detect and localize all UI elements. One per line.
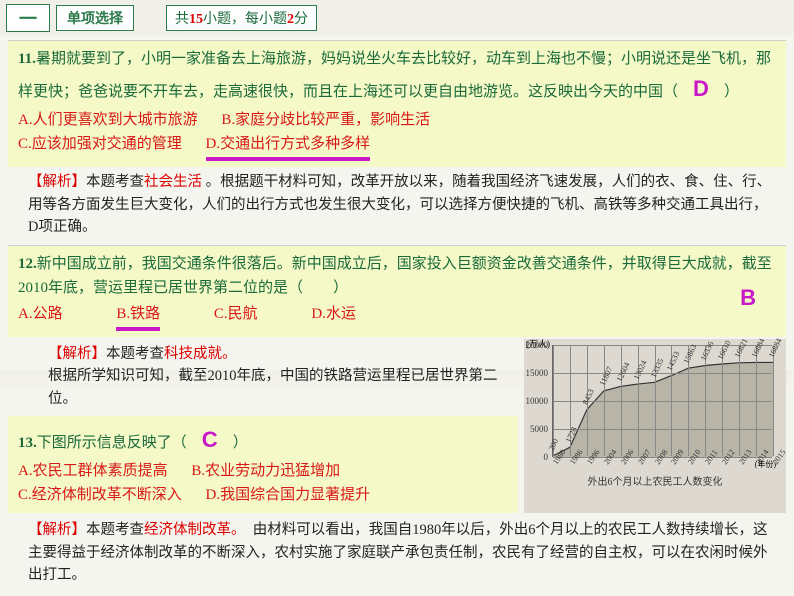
q13-stem: 13.下图所示信息反映了（ C ）: [18, 435, 248, 451]
chart-area: 0500010000150002000019802001986172819968…: [552, 345, 772, 457]
q12-optA[interactable]: A.公路: [18, 302, 63, 326]
header-section-type: 单项选择: [56, 5, 134, 31]
q12-optB[interactable]: B.铁路: [116, 302, 160, 331]
q11-optC[interactable]: C.应该加强对交通的管理: [18, 132, 182, 156]
q13-options: A.农民工群体素质提高 B.农业劳动力迅猛增加 C.经济体制改革不断深入 D.我…: [18, 459, 508, 507]
question-11: 11.暑期就要到了，小明一家准备去上海旅游，妈妈说坐火车去比较好，动车到上海也不…: [8, 40, 786, 167]
q13-optB[interactable]: B.农业劳动力迅猛增加: [191, 459, 340, 483]
chart-migrant-workers: (万人) 05000100001500020000198020019861728…: [524, 339, 786, 514]
question-13: 13.下图所示信息反映了（ C ） A.农民工群体素质提高 B.农业劳动力迅猛增…: [8, 416, 518, 513]
header-info: 共15小题，每小题2分: [166, 5, 317, 31]
q12-answer: B: [740, 280, 756, 315]
q11-stem: 11.暑期就要到了，小明一家准备去上海旅游，妈妈说坐火车去比较好，动车到上海也不…: [18, 51, 771, 100]
q13-optD[interactable]: D.我国综合国力显著提升: [206, 483, 371, 507]
question-12: 12.新中国成立前，我国交通条件很落后。新中国成立后，国家投入巨额资金改善交通条…: [8, 245, 786, 337]
chart-title: 外出6个月以上农民工人数变化: [530, 473, 780, 488]
q11-optB[interactable]: B.家庭分歧比较严重，影响生活: [221, 108, 430, 132]
q12-optD[interactable]: D.水运: [311, 302, 356, 326]
q11-optD[interactable]: D.交通出行方式多种多样: [206, 132, 371, 161]
q13-optC[interactable]: C.经济体制改革不断深入: [18, 483, 182, 507]
q13-answer: C: [202, 427, 218, 452]
q12-options: A.公路 B.铁路 C.民航 D.水运: [18, 302, 776, 331]
header-bar: 一 单项选择 共15小题，每小题2分: [0, 0, 794, 36]
q11-options: A.人们更喜欢到大城市旅游 B.家庭分歧比较严重，影响生活 C.应该加强对交通的…: [18, 108, 776, 161]
q12-stem: 12.新中国成立前，我国交通条件很落后。新中国成立后，国家投入巨额资金改善交通条…: [18, 256, 772, 296]
header-section-num: 一: [6, 4, 50, 32]
q11-optA[interactable]: A.人们更喜欢到大城市旅游: [18, 108, 198, 132]
analysis-13: 【解析】本题考查经济体制改革。 由材料可以看出，我国自1980年以后，外出6个月…: [28, 519, 776, 586]
q12-optC[interactable]: C.民航: [214, 302, 258, 326]
q13-optA[interactable]: A.农民工群体素质提高: [18, 459, 168, 483]
analysis-11: 【解析】本题考查社会生活 。根据题干材料可知，改革开放以来，随着我国经济飞速发展…: [28, 171, 776, 238]
analysis-12: 【解析】本题考查科技成就。 根据所学知识可知，截至2010年底，中国的铁路营运里…: [48, 343, 500, 410]
q11-answer: D: [693, 76, 709, 101]
